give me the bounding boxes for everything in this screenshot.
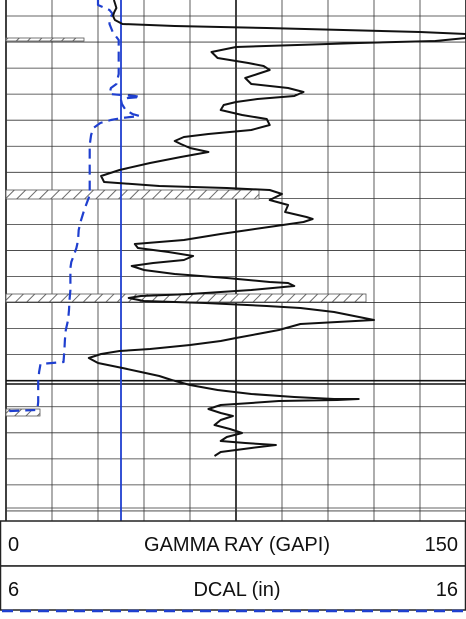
gamma-ray-curve-group xyxy=(87,0,466,457)
gamma-ray-scale-label: GAMMA RAY (GAPI) xyxy=(144,534,330,556)
dcal-scale-min: 6 xyxy=(8,579,19,601)
washout-zone xyxy=(5,293,367,303)
dcal-curve-group xyxy=(6,0,142,413)
washout-zone xyxy=(5,189,260,200)
gamma-ray-scale-bar: 0 GAMMA RAY (GAPI) 150 xyxy=(0,520,466,567)
washout-zone xyxy=(5,408,41,417)
gamma-ray-scale-max: 150 xyxy=(425,534,458,556)
washout-zone xyxy=(5,37,85,42)
dcal-scale-label: DCAL (in) xyxy=(193,579,280,601)
dcal-scale-max: 16 xyxy=(436,579,458,601)
washout-zones xyxy=(5,37,367,417)
dcal-curve xyxy=(6,0,142,413)
grid xyxy=(5,0,466,521)
gamma-ray-curve xyxy=(87,0,466,457)
gamma-ray-scale-min: 0 xyxy=(8,534,19,556)
dcal-scale-bar: 6 DCAL (in) 16 xyxy=(0,565,466,613)
